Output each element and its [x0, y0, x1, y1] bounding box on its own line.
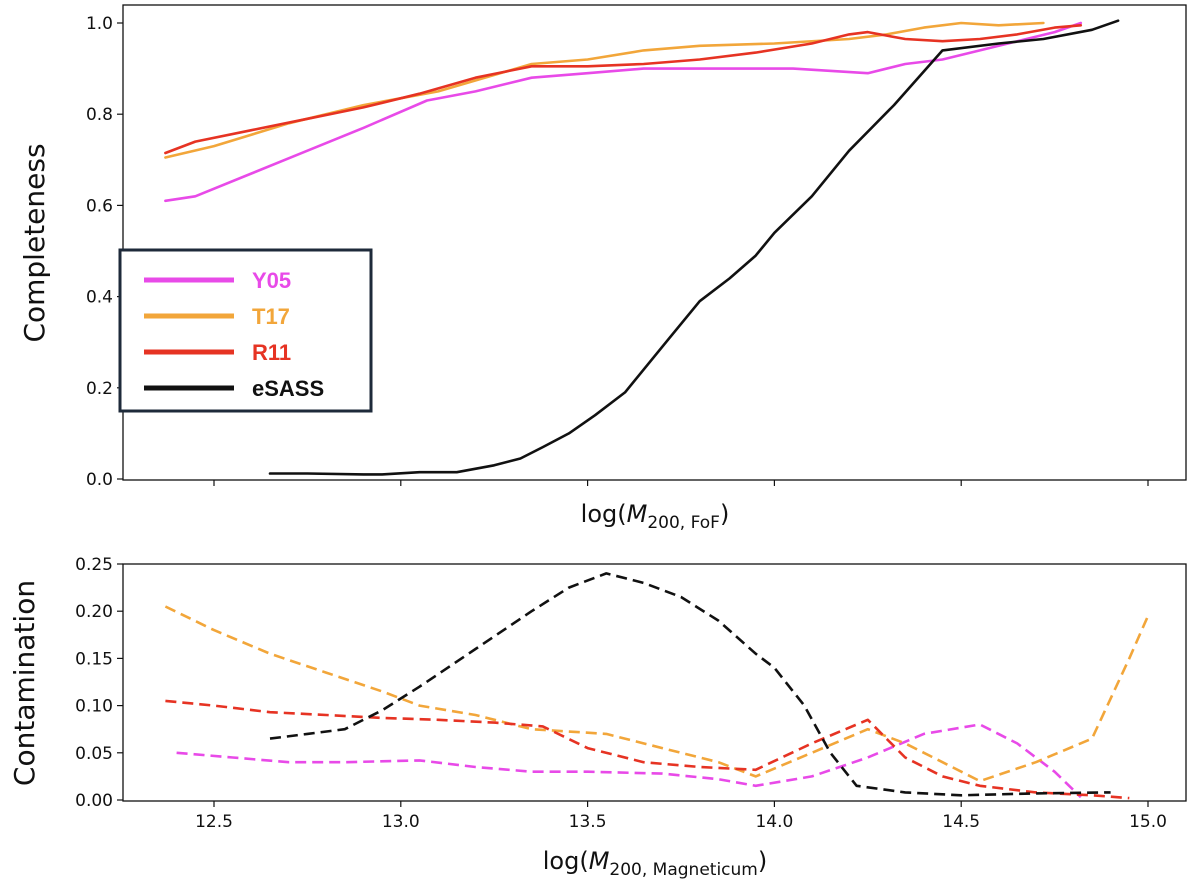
contamination-y-tick-label: 0.05: [75, 744, 113, 764]
contamination-x-title-var: M: [589, 847, 610, 875]
contamination-x-tick-label: 14.0: [755, 812, 793, 832]
contamination-x-title-prefix: log(: [543, 847, 589, 875]
completeness-line-esass: [268, 19, 1120, 476]
completeness-line-y05: [164, 21, 1083, 203]
contamination-x-tick-label: 15.0: [1129, 812, 1167, 832]
contamination-x-title-close: ): [758, 847, 767, 875]
contamination-x-title-sub: 200, Magneticum: [609, 860, 757, 880]
legend: Y05 T17 R11 eSASS: [118, 248, 373, 413]
contamination-x-tick-label: 12.5: [195, 812, 233, 832]
completeness-x-axis-title: log(M200, FoF): [581, 500, 730, 533]
legend-label-t17: T17: [252, 304, 290, 329]
completeness-x-title-var: M: [627, 500, 648, 528]
contamination-x-tick-label: 13.5: [569, 812, 607, 832]
completeness-x-title-sub: 200, FoF: [647, 513, 720, 533]
contamination-y-tick-label: 0.00: [75, 791, 113, 811]
contamination-y-tick-label: 0.10: [75, 697, 113, 717]
completeness-x-title-prefix: log(: [581, 500, 627, 528]
contamination-line-esass: [269, 572, 1111, 797]
completeness-y-tick-label: 0.0: [86, 470, 113, 490]
completeness-y-tick-label: 0.4: [86, 288, 113, 308]
completeness-x-title-close: ): [720, 500, 729, 528]
completeness-y-tick-label: 0.6: [86, 196, 113, 216]
contamination-line-r11: [165, 699, 1130, 800]
completeness-y-axis-title: Completeness: [18, 143, 51, 342]
legend-label-esass: eSASS: [252, 376, 324, 401]
contamination-x-tick-label: 13.0: [382, 812, 420, 832]
completeness-series: [164, 19, 1120, 476]
contamination-line-t17: [164, 605, 1150, 783]
contamination-y-axis-title: Contamination: [8, 580, 41, 786]
contamination-y-tick-label: 0.20: [75, 602, 113, 622]
completeness-y-tick-label: 0.8: [86, 105, 113, 125]
completeness-line-r11: [164, 23, 1083, 155]
contamination-y-tick-label: 0.25: [75, 555, 113, 575]
contamination-panel: 0.00 0.05 0.10 0.15 0.20 0.25 12.5 13.0 13.5 14.…: [8, 555, 1187, 880]
contamination-line-y05: [176, 723, 1082, 799]
contamination-plot-frame: [122, 563, 1187, 802]
contamination-y-ticks: 0.00 0.05 0.10 0.15 0.20 0.25: [75, 555, 123, 811]
contamination-x-axis-title: log(M200, Magneticum): [543, 847, 767, 880]
legend-label-y05: Y05: [252, 268, 291, 293]
contamination-series: [164, 572, 1150, 800]
completeness-y-ticks: 0.0 0.2 0.4 0.6 0.8 1.0: [86, 14, 123, 490]
completeness-x-ticks: [213, 480, 1149, 486]
completeness-y-tick-label: 1.0: [86, 14, 113, 34]
legend-box: [118, 248, 373, 413]
contamination-x-tick-label: 14.5: [942, 812, 980, 832]
legend-label-r11: R11: [252, 340, 291, 365]
contamination-x-ticks: 12.5 13.0 13.5 14.0 14.5 15.0: [195, 801, 1167, 832]
completeness-panel: 0.0 0.2 0.4 0.6 0.8 1.0 Completeness log(M200…: [18, 4, 1187, 533]
contamination-y-tick-label: 0.15: [75, 649, 113, 669]
completeness-y-tick-label: 0.2: [86, 379, 113, 399]
